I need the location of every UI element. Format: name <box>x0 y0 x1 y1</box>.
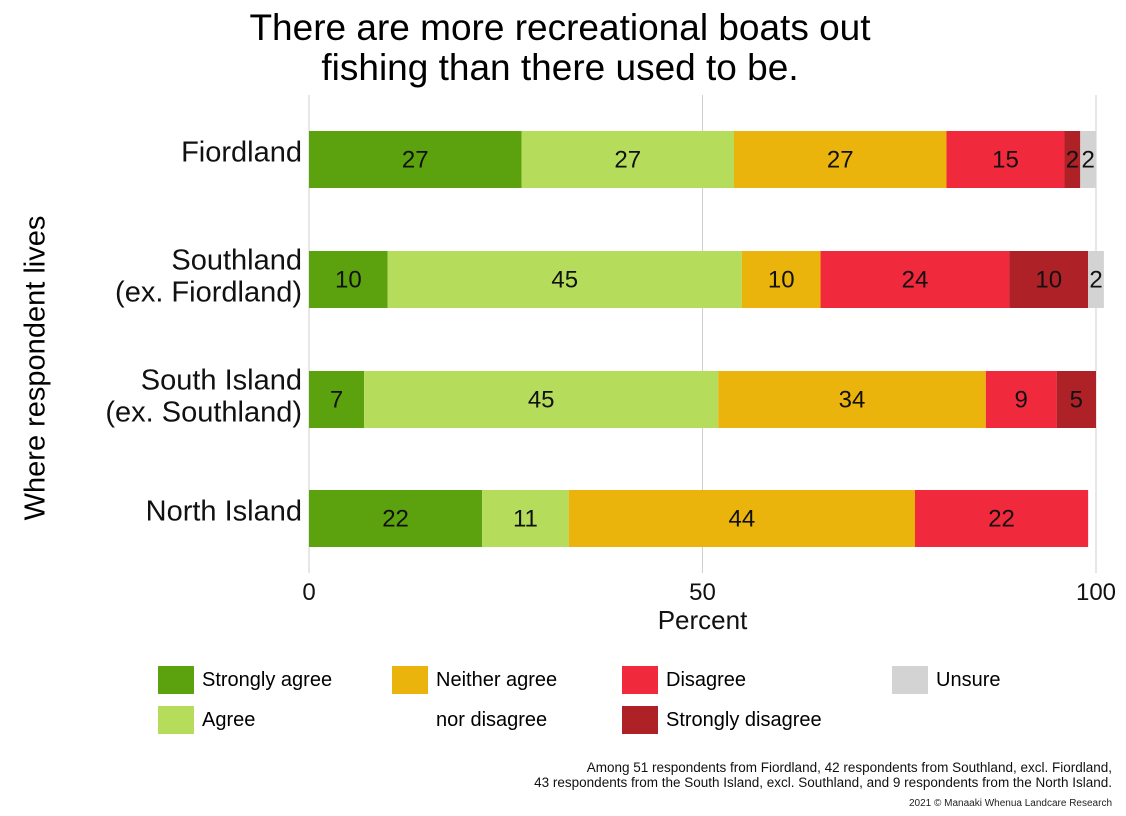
bar-segment <box>1009 251 1089 308</box>
legend-label-unsure: Unsure <box>936 669 1001 691</box>
respondent-note-line-2: 43 respondents from the South Island, ex… <box>534 775 1112 790</box>
y-tick-label: (ex. Southland) <box>105 397 302 429</box>
legend-swatch-unsure <box>892 666 928 694</box>
legend-swatch-disagree <box>622 666 658 694</box>
legend-item-neither: Neither agree <box>392 666 557 694</box>
legend-label-strongly-agree: Strongly agree <box>202 669 333 691</box>
legend-swatch-strongly-agree <box>158 666 194 694</box>
bar-segment <box>1080 131 1096 188</box>
y-tick-label: Fiordland <box>181 137 302 169</box>
bar-segment <box>568 490 915 547</box>
bar-value-label: 45 <box>551 267 578 294</box>
bar-segment <box>309 490 483 547</box>
chart-title: There are more recreational boats out fi… <box>160 8 960 88</box>
bar-value-label: 45 <box>528 387 555 414</box>
bar-value-label: 15 <box>992 147 1019 174</box>
bar-segment <box>985 371 1057 428</box>
legend-item-unsure: Unsure <box>892 666 1000 694</box>
y-tick-label: Southland <box>171 245 302 277</box>
bar-value-label: 10 <box>335 267 362 294</box>
bar-value-label: 34 <box>839 387 866 414</box>
bar-value-label: 10 <box>1035 267 1062 294</box>
bar-value-label: 5 <box>1070 387 1083 414</box>
x-tick-label: 0 <box>302 579 315 606</box>
bar-segment <box>309 371 365 428</box>
legend-label-disagree: Disagree <box>666 669 747 691</box>
chart-title-line-1: There are more recreational boats out <box>249 7 871 48</box>
bar-value-label: 2 <box>1081 147 1094 174</box>
bar-segment <box>1088 251 1104 308</box>
chart-title-line-2: fishing than there used to be. <box>321 47 799 88</box>
bar-segment <box>521 131 734 188</box>
legend: Strongly agree Agree Neither agree nor d… <box>158 660 1058 740</box>
y-tick-label: (ex. Fiordland) <box>115 277 302 309</box>
bar-value-label: 11 <box>513 506 538 533</box>
bar-value-label: 44 <box>728 506 755 533</box>
legend-swatch-strongly-disagree <box>622 706 658 734</box>
bar-segment <box>946 131 1065 188</box>
x-tick-label: 50 <box>689 579 716 606</box>
bar-value-label: 7 <box>330 387 343 414</box>
legend-label-agree: Agree <box>202 709 256 731</box>
bar-segment <box>741 251 821 308</box>
bar-value-label: 2 <box>1089 267 1102 294</box>
bar-segment <box>482 490 569 547</box>
legend-label-neither-line-2: nor disagree <box>436 709 548 731</box>
y-tick-label: South Island <box>141 365 302 397</box>
legend-label-neither: Neither agree <box>436 669 558 691</box>
copyright-credit: 2021 © Manaaki Whenua Landcare Research <box>908 798 1112 809</box>
y-tick-label: North Island <box>146 496 302 528</box>
bar-segment <box>733 131 947 188</box>
legend-item-strongly-agree: Strongly agree <box>158 666 332 694</box>
bar-value-label: 22 <box>988 506 1015 533</box>
bar-segment <box>1064 131 1081 188</box>
bar-segment <box>309 251 388 308</box>
legend-swatch-agree <box>158 706 194 734</box>
bar-value-label: 27 <box>402 147 429 174</box>
legend-label-strongly-disagree: Strongly disagree <box>666 709 822 731</box>
legend-item-agree: Agree <box>158 706 255 734</box>
bar-value-label: 2 <box>1066 147 1079 174</box>
legend-item-strongly-disagree: Strongly disagree <box>622 706 822 734</box>
bar-segment <box>1056 371 1096 428</box>
legend-item-disagree: Disagree <box>622 666 746 694</box>
bar-value-label: 27 <box>827 147 854 174</box>
bar-segment <box>718 371 986 428</box>
bar-value-label: 9 <box>1015 387 1028 414</box>
bar-segment <box>914 490 1089 547</box>
x-tick-label: 100 <box>1076 579 1116 606</box>
bar-value-label: 24 <box>902 267 929 294</box>
x-axis-label: Percent <box>658 605 748 635</box>
bar-segment <box>364 371 719 428</box>
bar-value-label: 10 <box>768 267 795 294</box>
legend-swatch-neither <box>392 666 428 694</box>
bar-segment <box>309 131 522 188</box>
bar-value-label: 22 <box>382 506 409 533</box>
bar-segment <box>387 251 742 308</box>
bar-segment <box>820 251 1010 308</box>
respondent-note: Among 51 respondents from Fiordland, 42 … <box>534 760 1112 790</box>
bar-value-label: 27 <box>614 147 641 174</box>
respondent-note-line-1: Among 51 respondents from Fiordland, 42 … <box>586 760 1112 775</box>
